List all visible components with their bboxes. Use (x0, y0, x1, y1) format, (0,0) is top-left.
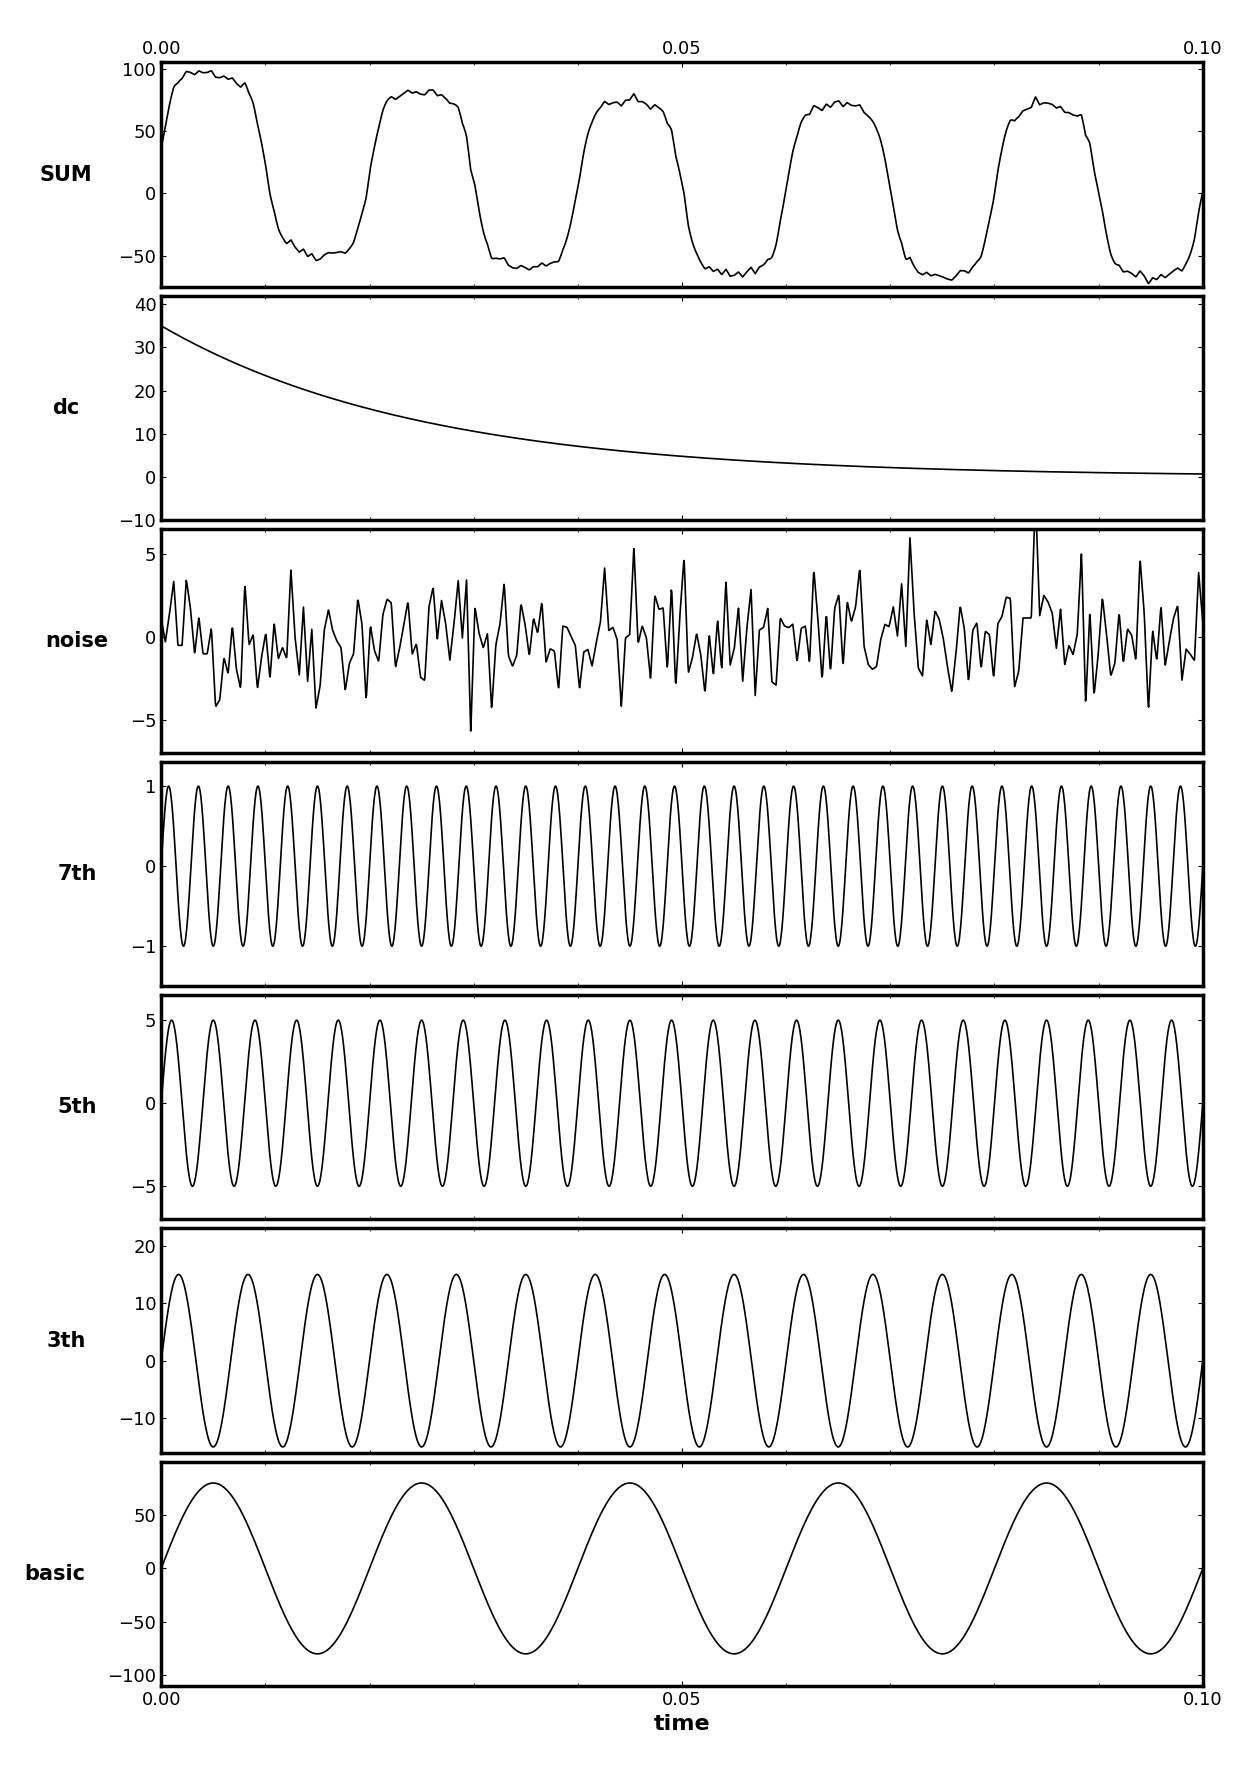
Y-axis label: 5th: 5th (57, 1097, 97, 1117)
Y-axis label: 3th: 3th (46, 1331, 86, 1350)
Y-axis label: dc: dc (52, 398, 79, 417)
Y-axis label: 7th: 7th (57, 863, 97, 885)
Y-axis label: noise: noise (46, 632, 108, 651)
Y-axis label: SUM: SUM (40, 164, 92, 184)
X-axis label: time: time (653, 1714, 711, 1734)
Y-axis label: basic: basic (24, 1565, 86, 1584)
